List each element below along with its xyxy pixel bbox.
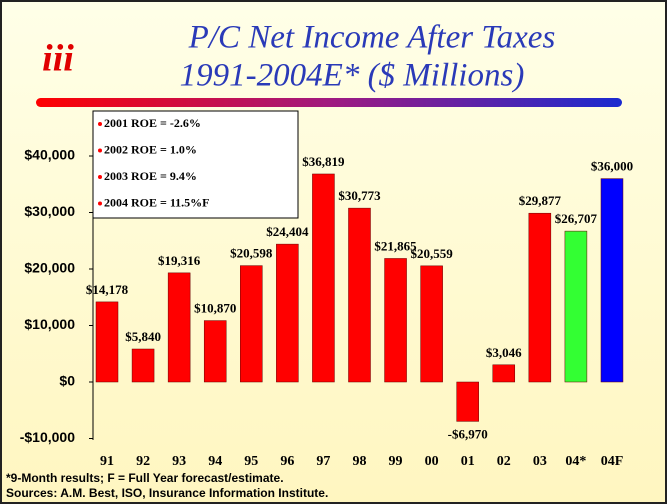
legend-box <box>92 110 299 219</box>
y-tick-label: $20,000 <box>24 260 75 276</box>
footnote: *9-Month results; F = Full Year forecast… <box>6 471 284 485</box>
value-label: $20,559 <box>411 246 454 261</box>
bar <box>384 258 407 383</box>
bar <box>456 381 479 422</box>
x-tick-label: 97 <box>316 454 330 469</box>
footnote: Sources: A.M. Best, ISO, Insurance Infor… <box>6 486 328 500</box>
x-tick-label: 92 <box>136 454 150 469</box>
x-tick-label: 95 <box>244 454 258 469</box>
x-tick-label: 03 <box>533 454 547 469</box>
legend-bullet <box>98 122 102 126</box>
x-tick-label: 04* <box>565 454 586 469</box>
value-label: $24,404 <box>266 224 309 239</box>
bar <box>600 178 624 383</box>
y-tick-label: $0 <box>59 373 75 389</box>
chart-subtitle: 1991-2004E* ($ Millions) <box>180 58 525 94</box>
x-tick-label: 98 <box>352 454 366 469</box>
y-tick-label: $10,000 <box>24 316 75 332</box>
x-tick-label: 04F <box>601 454 624 469</box>
legend-text: 2002 ROE = 1.0% <box>104 142 197 156</box>
value-label: $10,870 <box>194 301 236 316</box>
bar <box>203 320 227 383</box>
bar <box>528 212 552 383</box>
x-tick-label: 01 <box>461 454 475 469</box>
value-label: -$6,970 <box>448 426 488 441</box>
logo: iii <box>42 38 74 80</box>
bar <box>95 301 119 383</box>
value-label: $21,865 <box>374 238 417 253</box>
bar <box>131 348 155 383</box>
legend-text: 2004 ROE = 11.5%F <box>104 195 210 209</box>
bar <box>167 272 191 383</box>
legend-bullet <box>98 201 102 206</box>
x-tick-label: 93 <box>172 454 186 469</box>
value-label: $26,707 <box>555 211 598 226</box>
value-label: $30,773 <box>338 188 381 203</box>
title-rule <box>36 98 622 107</box>
bar <box>564 230 588 383</box>
chart-title: P/C Net Income After Taxes <box>188 20 556 56</box>
legend-bullet <box>98 175 102 179</box>
value-label: $19,316 <box>158 253 201 268</box>
x-tick-label: 99 <box>389 454 403 469</box>
value-label: $14,178 <box>86 282 129 297</box>
bar <box>276 243 299 383</box>
legend-text: 2001 ROE = -2.6% <box>104 116 201 130</box>
bar <box>240 265 263 383</box>
x-tick-label: 96 <box>280 454 294 469</box>
x-tick-label: 00 <box>425 454 439 469</box>
bar <box>420 265 443 383</box>
bar <box>492 364 516 383</box>
value-label: $36,819 <box>302 154 345 169</box>
x-tick-label: 91 <box>100 454 114 469</box>
value-label: $20,598 <box>230 246 273 261</box>
legend-text: 2003 ROE = 9.4% <box>104 169 197 183</box>
y-tick-label: $30,000 <box>24 203 75 219</box>
value-label: $3,046 <box>486 345 522 360</box>
value-label: $5,840 <box>125 329 161 344</box>
x-tick-label: 94 <box>208 454 222 469</box>
y-tick-label: -$10,000 <box>20 429 75 445</box>
value-label: $36,000 <box>591 159 633 174</box>
legend-bullet <box>98 148 102 153</box>
value-label: $29,877 <box>519 193 562 208</box>
y-tick-label: $40,000 <box>24 147 75 163</box>
x-tick-label: 02 <box>497 454 511 469</box>
bar <box>312 173 335 383</box>
bar <box>348 207 371 383</box>
